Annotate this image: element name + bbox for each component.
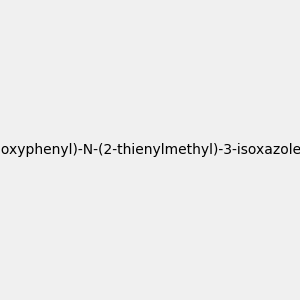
Text: 5-(3,4-dimethoxyphenyl)-N-(2-thienylmethyl)-3-isoxazolecarboxamide: 5-(3,4-dimethoxyphenyl)-N-(2-thienylmeth… bbox=[0, 143, 300, 157]
